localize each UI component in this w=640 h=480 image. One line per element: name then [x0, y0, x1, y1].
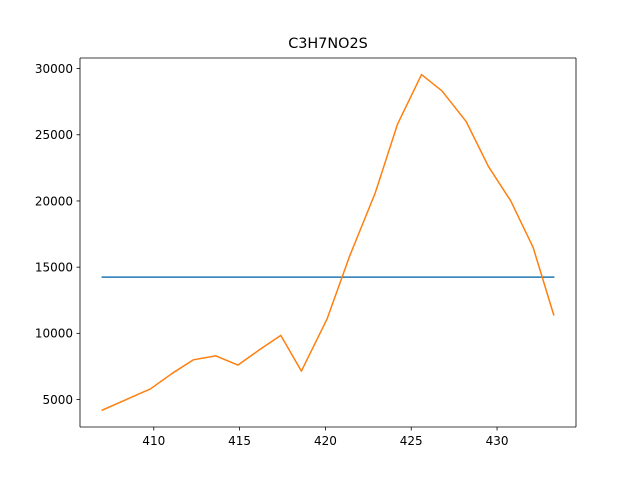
x-tick-label: 410 — [142, 434, 165, 448]
x-tick-label: 425 — [400, 434, 423, 448]
y-tick-label: 5000 — [42, 393, 73, 407]
y-tick-label: 10000 — [35, 327, 73, 341]
x-tick-label: 430 — [486, 434, 509, 448]
x-tick-label: 420 — [314, 434, 337, 448]
y-tick-label: 20000 — [35, 194, 73, 208]
plot-area: 410 415 420 425 430 5000 10000 15000 20000 25000 3… — [35, 57, 577, 448]
series-line-2 — [101, 73, 555, 412]
y-tick-label: 30000 — [35, 62, 73, 76]
y-tick-label: 25000 — [35, 128, 73, 142]
chart-title: C3H7NO2S — [288, 36, 368, 52]
x-tick-label: 415 — [228, 434, 251, 448]
y-tick-label: 15000 — [35, 260, 73, 274]
